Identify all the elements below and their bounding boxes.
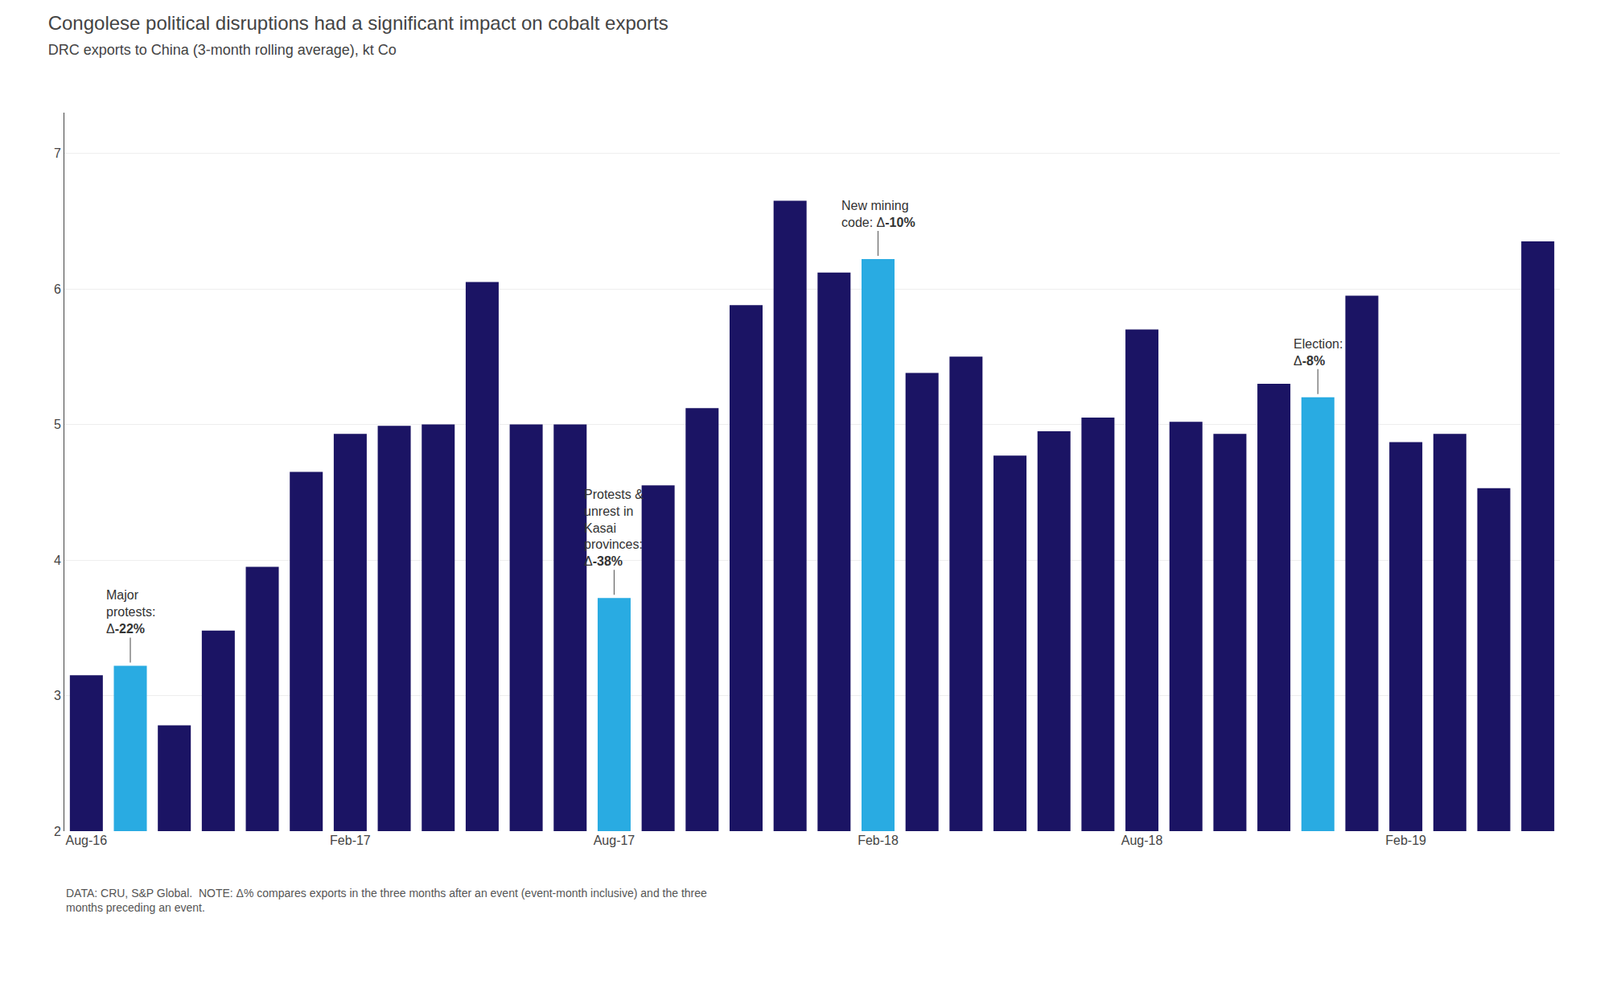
svg-text:Congolese political disruption: Congolese political disruptions had a si… [48, 12, 669, 58]
svg-text:Election:Δ-8%: Election:Δ-8% [1293, 337, 1343, 368]
svg-text:Feb-18: Feb-18 [857, 833, 899, 848]
svg-text:Aug-17: Aug-17 [593, 833, 636, 848]
svg-text:Aug-16: Aug-16 [65, 833, 108, 848]
svg-text:3: 3 [53, 688, 62, 703]
svg-text:Aug-18: Aug-18 [1121, 833, 1164, 848]
svg-text:4: 4 [53, 553, 62, 568]
svg-text:6: 6 [53, 282, 62, 297]
svg-text:Feb-17: Feb-17 [329, 833, 371, 848]
svg-text:Feb-19: Feb-19 [1385, 833, 1427, 848]
svg-text:7: 7 [53, 146, 62, 161]
svg-text:5: 5 [53, 417, 62, 432]
svg-text:Majorprotests:Δ-22%: Majorprotests:Δ-22% [106, 588, 156, 636]
svg-text:Protests &unrest inKasaiprovin: Protests &unrest inKasaiprovinces:Δ-38% [584, 487, 644, 568]
svg-text:New miningcode: Δ-10%: New miningcode: Δ-10% [841, 198, 916, 230]
svg-text:2: 2 [53, 824, 62, 839]
svg-text:DATA: CRU, S&P Global. NOTE:: DATA: CRU, S&P Global. NOTE: Δ% compares… [65, 886, 708, 914]
